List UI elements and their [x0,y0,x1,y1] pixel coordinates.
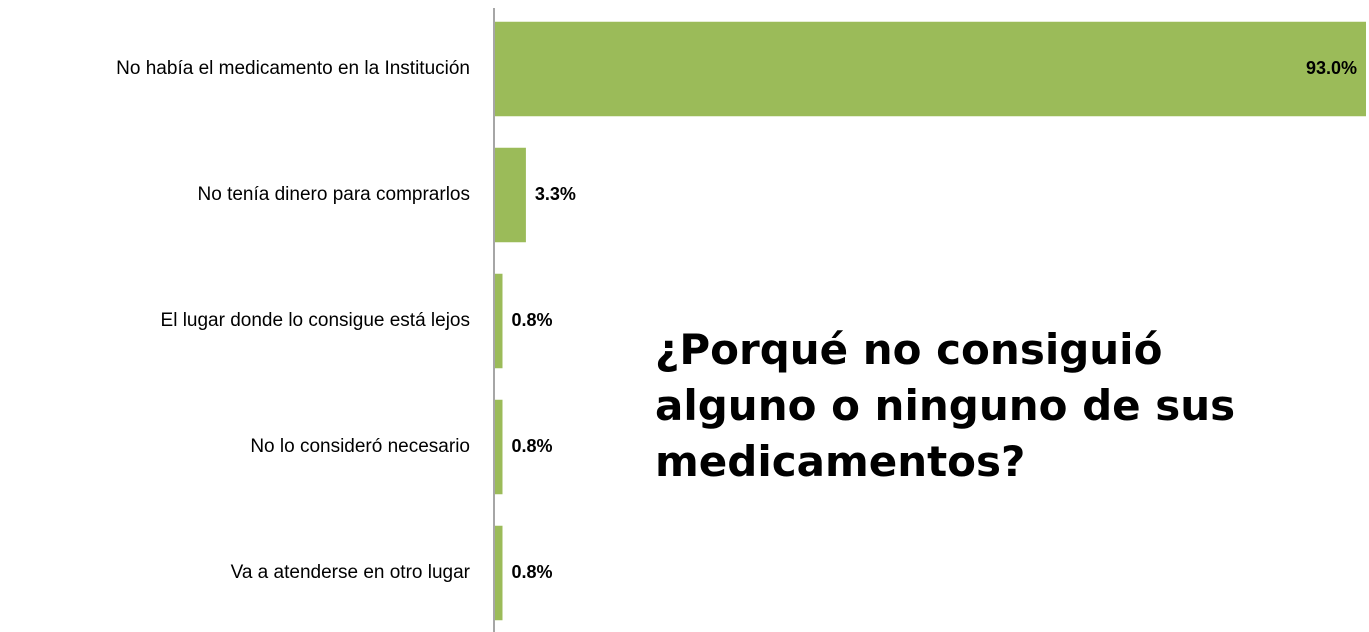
category-label: Va a atenderse en otro lugar [231,562,471,583]
category-label: No lo consideró necesario [250,436,470,457]
bar [495,399,503,495]
bar [495,525,503,621]
bar [495,21,1366,117]
data-label: 0.8% [511,562,552,582]
category-label: El lugar donde lo consigue está lejos [161,310,470,331]
chart-title: ¿Porqué no consiguió alguno o ninguno de… [655,325,1236,486]
data-label: 0.8% [511,436,552,456]
bar [495,273,503,369]
data-label: 3.3% [535,184,576,204]
bar [495,147,526,243]
data-label: 0.8% [511,310,552,330]
category-label: No tenía dinero para comprarlos [198,184,470,205]
category-label: No había el medicamento en la Institució… [116,58,470,79]
data-label: 93.0% [1306,58,1357,78]
